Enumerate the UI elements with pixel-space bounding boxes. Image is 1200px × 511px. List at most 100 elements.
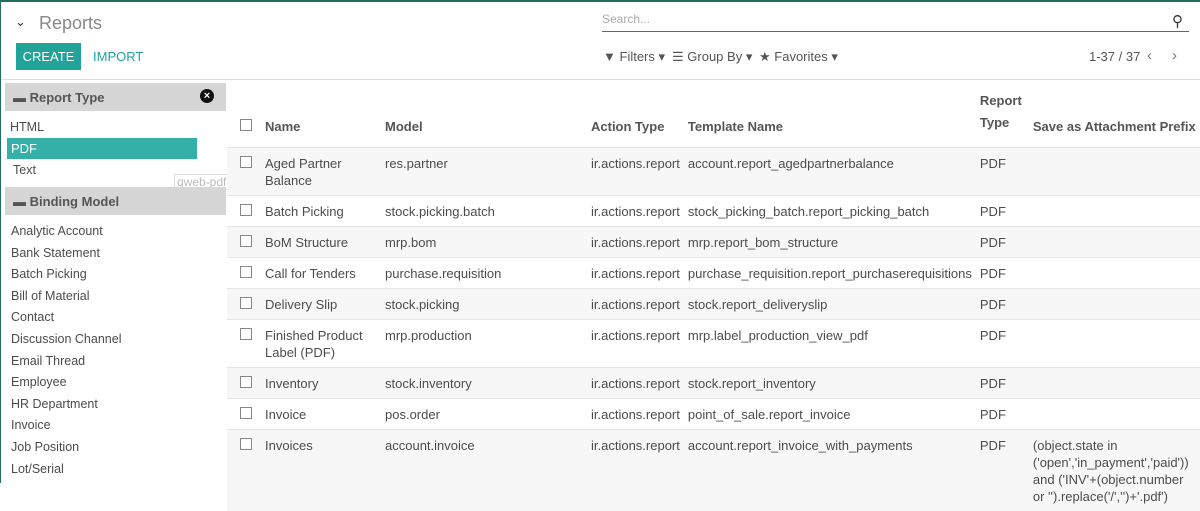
row-checkbox[interactable] bbox=[240, 407, 252, 419]
cell-name: Aged Partner Balance bbox=[261, 148, 381, 196]
col-model[interactable]: Model bbox=[381, 90, 587, 148]
cell-name: Batch Picking bbox=[261, 196, 381, 227]
cell-action-type: ir.actions.report bbox=[587, 289, 684, 320]
pager-prev-icon[interactable]: ‹ bbox=[1147, 47, 1152, 64]
cell-report-type: PDF bbox=[976, 368, 1029, 399]
cell-action-type: ir.actions.report bbox=[587, 368, 684, 399]
select-all-checkbox[interactable] bbox=[240, 119, 252, 131]
col-attachment-prefix[interactable]: Save as Attachment Prefix bbox=[1029, 90, 1200, 148]
report-type-pdf[interactable]: PDF bbox=[7, 138, 197, 159]
binding-model-item[interactable]: HR Department bbox=[11, 397, 98, 411]
filters-dropdown[interactable]: ▼ Filters ▾ bbox=[603, 49, 665, 65]
cell-attachment-prefix bbox=[1029, 227, 1200, 258]
binding-model-item[interactable]: Email Thread bbox=[11, 354, 85, 368]
cell-template-name: stock.report_deliveryslip bbox=[684, 289, 976, 320]
binding-model-item[interactable]: Contact bbox=[11, 310, 54, 324]
col-action-type[interactable]: Action Type bbox=[587, 90, 684, 148]
import-button[interactable]: IMPORT bbox=[93, 49, 143, 64]
report-type-header[interactable]: ▬ Report Type × bbox=[5, 83, 226, 111]
cell-model: pos.order bbox=[381, 399, 587, 430]
cell-model: mrp.bom bbox=[381, 227, 587, 258]
row-checkbox[interactable] bbox=[240, 204, 252, 216]
binding-model-item[interactable]: Job Position bbox=[11, 440, 79, 454]
cell-report-type: PDF bbox=[976, 399, 1029, 430]
clear-filter-icon[interactable]: × bbox=[200, 89, 214, 103]
cell-template-name: stock.report_inventory bbox=[684, 368, 976, 399]
filters-label: Filters bbox=[620, 49, 655, 64]
col-report-type[interactable]: Report Type bbox=[976, 90, 1029, 148]
search-input[interactable]: Search... bbox=[602, 12, 1189, 32]
cell-template-name: account.report_agedpartnerbalance bbox=[684, 148, 976, 196]
binding-model-item[interactable]: Bill of Material bbox=[11, 289, 90, 303]
star-icon: ★ bbox=[759, 49, 771, 64]
row-checkbox[interactable] bbox=[240, 328, 252, 340]
search-icon[interactable]: ⚲ bbox=[1172, 12, 1183, 30]
cell-attachment-prefix bbox=[1029, 368, 1200, 399]
collapse-chevron-icon[interactable]: ⌄ bbox=[15, 14, 26, 30]
cell-model: stock.picking bbox=[381, 289, 587, 320]
binding-model-header[interactable]: ▬ Binding Model bbox=[5, 187, 226, 215]
binding-model-item[interactable]: Bank Statement bbox=[11, 246, 100, 260]
row-checkbox[interactable] bbox=[240, 235, 252, 247]
row-checkbox[interactable] bbox=[240, 438, 252, 450]
cell-name: Finished Product Label (PDF) bbox=[261, 320, 381, 368]
cell-name: Call for Tenders bbox=[261, 258, 381, 289]
table-row[interactable]: Finished Product Label (PDF)mrp.producti… bbox=[227, 320, 1200, 368]
cell-action-type: ir.actions.report bbox=[587, 196, 684, 227]
binding-model-item[interactable]: Lot/Serial bbox=[11, 462, 64, 476]
binding-model-item[interactable]: Analytic Account bbox=[11, 224, 103, 238]
report-type-title: Report Type bbox=[30, 90, 105, 105]
cell-attachment-prefix bbox=[1029, 196, 1200, 227]
cell-action-type: ir.actions.report bbox=[587, 148, 684, 196]
cell-template-name: stock_picking_batch.report_picking_batch bbox=[684, 196, 976, 227]
filter-icon: ▼ bbox=[603, 49, 616, 64]
row-checkbox[interactable] bbox=[240, 297, 252, 309]
cell-model: account.invoice bbox=[381, 430, 587, 511]
cell-action-type: ir.actions.report bbox=[587, 227, 684, 258]
binding-model-item[interactable]: Employee bbox=[11, 375, 67, 389]
binding-model-item[interactable]: Batch Picking bbox=[11, 267, 87, 281]
report-type-html[interactable]: HTML bbox=[10, 120, 44, 134]
binding-model-item[interactable]: Discussion Channel bbox=[11, 332, 121, 346]
create-button[interactable]: CREATE bbox=[16, 43, 81, 70]
binding-model-item[interactable]: Invoice bbox=[11, 418, 51, 432]
cell-action-type: ir.actions.report bbox=[587, 399, 684, 430]
cell-attachment-prefix bbox=[1029, 399, 1200, 430]
table-header: Name Model Action Type Template Name Rep… bbox=[227, 90, 1200, 148]
cell-report-type: PDF bbox=[976, 148, 1029, 196]
cell-report-type: PDF bbox=[976, 430, 1029, 511]
cell-report-type: PDF bbox=[976, 289, 1029, 320]
cell-action-type: ir.actions.report bbox=[587, 258, 684, 289]
cell-attachment-prefix bbox=[1029, 258, 1200, 289]
col-name[interactable]: Name bbox=[261, 90, 381, 148]
row-checkbox[interactable] bbox=[240, 266, 252, 278]
row-checkbox[interactable] bbox=[240, 376, 252, 388]
page-title: Reports bbox=[39, 13, 102, 34]
cell-model: res.partner bbox=[381, 148, 587, 196]
list-icon: ☰ bbox=[672, 49, 684, 64]
favorites-dropdown[interactable]: ★ Favorites ▾ bbox=[759, 49, 838, 65]
cell-template-name: point_of_sale.report_invoice bbox=[684, 399, 976, 430]
cell-name: Invoices bbox=[261, 430, 381, 511]
cell-report-type: PDF bbox=[976, 227, 1029, 258]
group-by-dropdown[interactable]: ☰ Group By ▾ bbox=[672, 49, 752, 65]
pager-next-icon[interactable]: › bbox=[1172, 47, 1177, 64]
cell-template-name: mrp.label_production_view_pdf bbox=[684, 320, 976, 368]
report-type-text[interactable]: Text bbox=[13, 163, 36, 177]
cell-report-type: PDF bbox=[976, 196, 1029, 227]
col-template-name[interactable]: Template Name bbox=[684, 90, 976, 148]
row-checkbox[interactable] bbox=[240, 156, 252, 168]
pager-value[interactable]: 1-37 / 37 bbox=[1089, 49, 1140, 64]
cell-template-name: account.report_invoice_with_payments bbox=[684, 430, 976, 511]
cell-model: stock.picking.batch bbox=[381, 196, 587, 227]
cell-attachment-prefix bbox=[1029, 148, 1200, 196]
cell-name: Invoice bbox=[261, 399, 381, 430]
